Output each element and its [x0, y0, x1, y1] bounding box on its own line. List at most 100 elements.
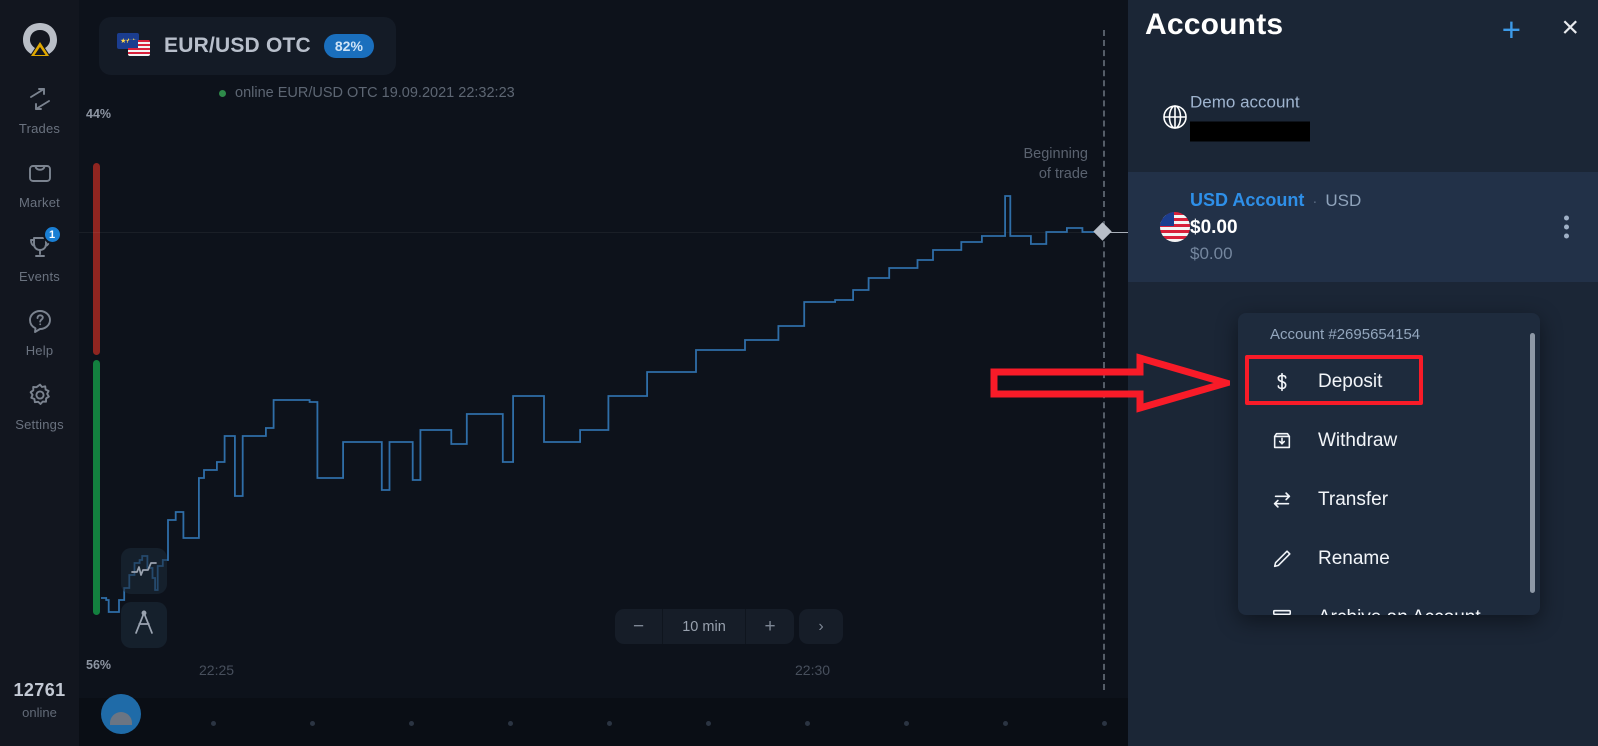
- account-name: Demo account: [1190, 92, 1300, 112]
- more-options-icon[interactable]: [1559, 211, 1574, 244]
- sidebar-item-help[interactable]: Help: [0, 306, 79, 358]
- menu-item-rename[interactable]: Rename: [1238, 529, 1540, 588]
- sidebar-item-label: Events: [19, 269, 60, 284]
- online-label: online: [22, 705, 57, 720]
- timeline-dot: [805, 721, 810, 726]
- menu-item-label: Archive an Account: [1318, 607, 1481, 616]
- sentiment-down-percent: 56%: [86, 658, 112, 672]
- menu-item-withdraw[interactable]: Withdraw: [1238, 411, 1540, 470]
- withdraw-icon: [1270, 429, 1294, 453]
- sidebar-item-market[interactable]: Market: [0, 158, 79, 210]
- payout-badge: 82%: [323, 34, 374, 58]
- beginning-of-trade-line: [1103, 30, 1105, 690]
- x-axis-label: 22:25: [199, 662, 235, 678]
- help-icon: [25, 306, 55, 336]
- timeline-dot: [904, 721, 909, 726]
- timeline-dot: [1102, 721, 1107, 726]
- account-separator: ·: [1312, 193, 1318, 210]
- account-usd-body: USD Account · USD $0.00 $0.00: [1190, 190, 1361, 264]
- sentiment-bar-down: [93, 163, 100, 355]
- archive-icon: [1270, 606, 1294, 615]
- add-account-button[interactable]: +: [1501, 11, 1521, 48]
- account-name: USD Account: [1190, 190, 1305, 210]
- price-line-chart: [79, 0, 1128, 746]
- sidebar-item-label: Trades: [18, 121, 61, 136]
- status-text: online EUR/USD OTC 19.09.2021 22:32:23: [235, 85, 515, 101]
- account-balance: $0.00: [1190, 217, 1238, 238]
- account-row-usd[interactable]: USD Account · USD $0.00 $0.00: [1128, 172, 1598, 282]
- sidebar-item-label: Settings: [15, 417, 64, 432]
- timeframe-increase-button[interactable]: +: [764, 615, 776, 637]
- line-chart-type-icon: [130, 555, 158, 588]
- timeline-dot: [508, 721, 513, 726]
- close-icon[interactable]: ×: [1561, 11, 1579, 44]
- chart-area: ★★★ EUR/USD OTC 82% online EUR/USD OTC 1…: [79, 0, 1128, 746]
- red-pointer-arrow: [990, 353, 1230, 413]
- menu-item-label: Deposit: [1318, 370, 1383, 392]
- drawing-tools-button[interactable]: [121, 602, 167, 648]
- eur-usd-flag-icon: ★★★: [117, 33, 151, 59]
- menu-item-label: Transfer: [1318, 488, 1389, 510]
- menu-item-label: Rename: [1318, 547, 1390, 569]
- x-axis-label: 22:30: [795, 662, 831, 678]
- pencil-icon: [1270, 547, 1294, 571]
- timeline-dot: [706, 721, 711, 726]
- market-icon: [25, 158, 55, 188]
- timeframe-decrease-button[interactable]: −: [615, 609, 663, 644]
- settings-icon: [25, 380, 55, 410]
- chart-type-button[interactable]: [121, 548, 167, 594]
- menu-item-archive[interactable]: Archive an Account: [1238, 588, 1540, 615]
- transfer-icon: [1270, 488, 1294, 512]
- account-number-label: Account #2695654154: [1270, 326, 1421, 343]
- timeline-dot: [310, 721, 315, 726]
- user-avatar-icon: [110, 712, 132, 725]
- timeframe-next-button[interactable]: ›: [799, 609, 843, 644]
- events-icon: 1: [25, 225, 62, 262]
- sidebar-item-settings[interactable]: Settings: [0, 380, 79, 432]
- price-gridline: [79, 232, 1119, 233]
- menu-scrollbar[interactable]: [1530, 333, 1535, 593]
- trades-icon: [25, 84, 55, 114]
- left-sidebar: Trades Market 1 Events: [0, 0, 79, 746]
- menu-item-label: Withdraw: [1318, 429, 1398, 451]
- drawing-tools-icon: [130, 609, 158, 642]
- menu-item-transfer[interactable]: Transfer: [1238, 470, 1540, 529]
- timeline-dot: [607, 721, 612, 726]
- account-sub-balance: $0.00: [1190, 244, 1233, 263]
- menu-item-deposit[interactable]: Deposit: [1238, 352, 1540, 411]
- account-demo-body: Demo account: [1190, 93, 1310, 142]
- account-row-demo[interactable]: Demo account: [1128, 62, 1598, 172]
- account-currency: USD: [1325, 191, 1362, 210]
- current-price-line: [1103, 232, 1128, 233]
- chart-bottom-strip: [79, 698, 1128, 746]
- user-avatar-button[interactable]: [101, 694, 141, 734]
- redacted-balance: [1190, 121, 1310, 142]
- us-flag-icon: [1159, 211, 1191, 243]
- sidebar-item-label: Help: [25, 343, 54, 358]
- sidebar-item-events[interactable]: 1 Events: [0, 225, 79, 284]
- page-title: Accounts: [1145, 8, 1284, 41]
- beginning-of-trade-label: Beginning of trade: [1024, 145, 1089, 184]
- globe-icon: [1159, 101, 1191, 133]
- timeline-dot: [409, 721, 414, 726]
- timeline-dot: [1003, 721, 1008, 726]
- sentiment-up-percent: 44%: [86, 107, 112, 121]
- beginning-line-2: of trade: [1038, 165, 1088, 182]
- timeframe-group: − 10 min +: [615, 609, 794, 644]
- asset-status-line: online EUR/USD OTC 19.09.2021 22:32:23: [219, 85, 515, 101]
- accounts-panel-header: Accounts + ×: [1128, 0, 1598, 62]
- timeframe-value: 10 min: [663, 609, 746, 644]
- timeframe-control: − 10 min + ›: [615, 609, 843, 644]
- account-context-menu: Account #2695654154 Deposit: [1238, 313, 1540, 615]
- online-users-counter: 12761 online: [0, 680, 79, 720]
- sidebar-item-label: Market: [19, 195, 60, 210]
- asset-name: EUR/USD OTC: [164, 34, 311, 57]
- sidebar-item-trades[interactable]: Trades: [0, 84, 79, 136]
- platform-logo[interactable]: [18, 18, 62, 62]
- asset-selector[interactable]: ★★★ EUR/USD OTC 82%: [99, 17, 396, 75]
- timeline-dot: [211, 721, 216, 726]
- online-count: 12761: [13, 680, 66, 700]
- beginning-line-1: Beginning: [1023, 146, 1089, 162]
- accounts-panel: Accounts + × Demo account: [1128, 0, 1598, 746]
